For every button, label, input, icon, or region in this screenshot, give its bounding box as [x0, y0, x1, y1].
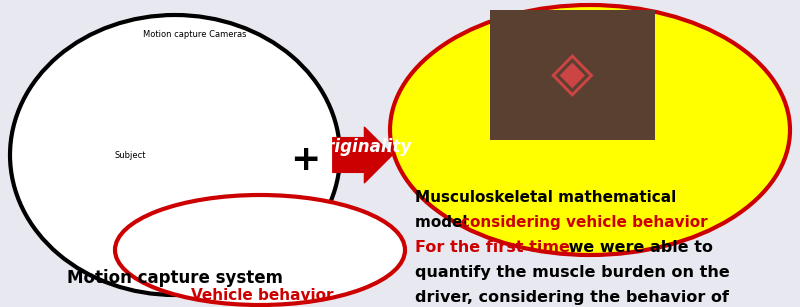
- Text: considering vehicle behavior: considering vehicle behavior: [461, 215, 708, 230]
- Text: Originality: Originality: [312, 138, 412, 156]
- Text: driver, considering the behavior of: driver, considering the behavior of: [415, 290, 729, 305]
- Text: we were able to: we were able to: [563, 240, 713, 255]
- Text: ◈: ◈: [551, 48, 594, 102]
- Text: +: +: [290, 143, 320, 177]
- Text: Musculoskeletal mathematical: Musculoskeletal mathematical: [415, 190, 676, 205]
- Text: Subject: Subject: [114, 150, 146, 160]
- FancyArrowPatch shape: [333, 127, 392, 183]
- FancyBboxPatch shape: [490, 10, 655, 140]
- Text: For the first time,: For the first time,: [415, 240, 576, 255]
- Ellipse shape: [390, 5, 790, 255]
- Ellipse shape: [115, 195, 405, 305]
- Text: quantify the muscle burden on the: quantify the muscle burden on the: [415, 265, 730, 280]
- Text: Vehicle behavior: Vehicle behavior: [190, 287, 334, 302]
- Text: Motion capture system: Motion capture system: [67, 269, 283, 287]
- Ellipse shape: [10, 15, 340, 295]
- Text: model: model: [415, 215, 473, 230]
- Text: Motion capture Cameras: Motion capture Cameras: [143, 30, 246, 39]
